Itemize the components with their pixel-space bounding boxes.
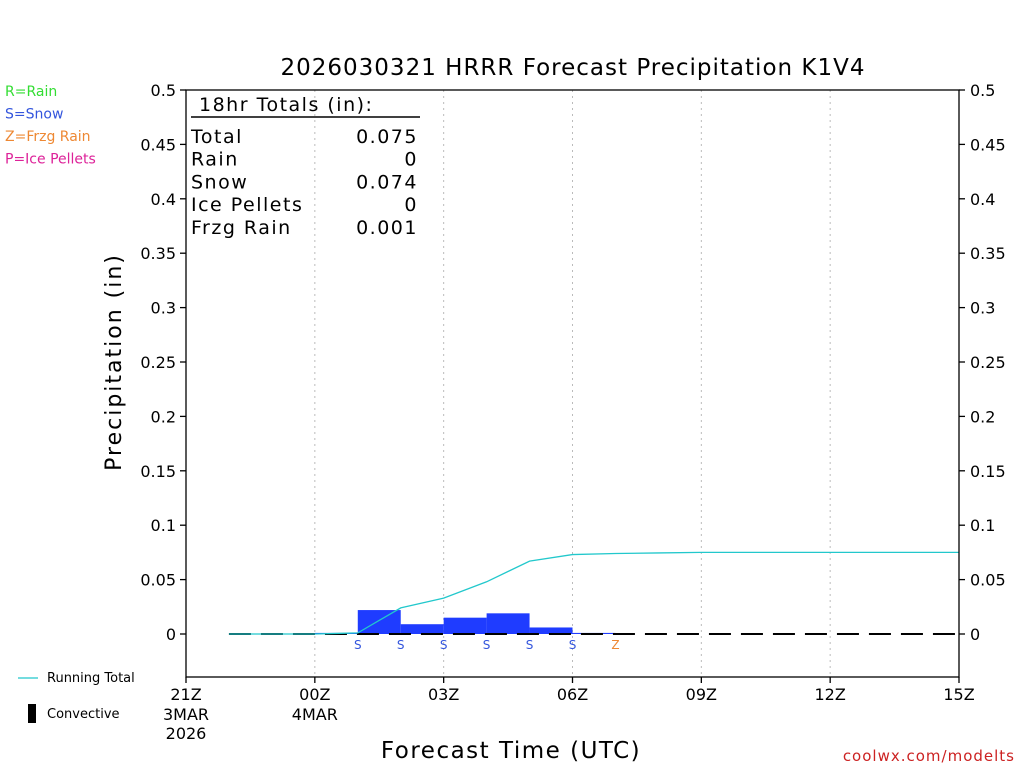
- ptype-marker: S: [397, 638, 405, 652]
- x-tick-label: 21Z: [170, 685, 201, 704]
- x-axis-label: Forecast Time (UTC): [381, 738, 641, 764]
- y-tick-label-right: 0.1: [970, 516, 995, 535]
- y-tick-label-left: 0.05: [140, 571, 176, 590]
- ptype-legend: R=Rain S=Snow Z=Frzg Rain P=Ice Pellets: [5, 84, 96, 168]
- ptype-legend-item: S=Snow: [5, 107, 63, 123]
- y-tick-label-left: 0: [166, 625, 176, 644]
- ptype-legend-item: R=Rain: [5, 84, 57, 100]
- precip-chart: 2026030321 HRRR Forecast Precipitation K…: [0, 0, 1024, 768]
- precip-bars: [315, 610, 616, 634]
- totals-row-value: 0.074: [356, 171, 418, 193]
- y-tick-label-right: 0.5: [970, 81, 995, 100]
- totals-row-label: Snow: [191, 171, 248, 193]
- x-tick-label: 12Z: [815, 685, 846, 704]
- y-tick-label-left: 0.5: [151, 81, 176, 100]
- y-tick-label-right: 0.2: [970, 407, 995, 426]
- y-tick-label-right: 0.25: [970, 353, 1006, 372]
- x-tick-label: 15Z: [943, 685, 974, 704]
- x-tick-label: 00Z: [299, 685, 330, 704]
- y-tick-label-right: 0.45: [970, 135, 1006, 154]
- y-tick-label-left: 0.35: [140, 244, 176, 263]
- totals-box: 18hr Totals (in): Total 0.075 Rain 0 Snow 0.0…: [190, 94, 420, 239]
- ptype-marker: S: [569, 638, 577, 652]
- x-tick-label: 09Z: [686, 685, 717, 704]
- x-tick-label: 03Z: [428, 685, 459, 704]
- y-tick-label-right: 0: [970, 625, 980, 644]
- y-tick-label-left: 0.15: [140, 462, 176, 481]
- y-tick-label-right: 0.3: [970, 299, 995, 318]
- y-tick-label-left: 0.25: [140, 353, 176, 372]
- totals-row-value: 0.075: [356, 126, 418, 148]
- precip-bar: [487, 613, 530, 634]
- convective-legend-label: Convective: [47, 707, 120, 722]
- y-tick-label-right: 0.35: [970, 244, 1006, 263]
- y-tick-label-left: 0.45: [140, 135, 176, 154]
- y-tick-label-right: 0.15: [970, 462, 1006, 481]
- totals-row-label: Rain: [191, 149, 239, 171]
- ptype-marker: S: [440, 638, 448, 652]
- ptype-legend-item: Z=Frzg Rain: [5, 129, 91, 145]
- chart-title: 2026030321 HRRR Forecast Precipitation K…: [281, 55, 866, 81]
- precip-bar: [358, 610, 401, 634]
- series-legend: Running Total Convective: [18, 671, 135, 723]
- x-tick-sublabel: 4MAR: [292, 705, 338, 724]
- x-tick-sublabel: 3MAR: [163, 705, 209, 724]
- totals-row-value: 0: [404, 194, 418, 216]
- source-credit: coolwx.com/modelts: [843, 747, 1015, 765]
- y-axis-label: Precipitation (in): [102, 253, 127, 471]
- ptype-marker: S: [354, 638, 362, 652]
- totals-row-label: Frzg Rain: [191, 217, 292, 239]
- y-tick-label-left: 0.1: [151, 516, 176, 535]
- convective-legend-swatch: [28, 704, 36, 723]
- y-tick-label-left: 0.2: [151, 407, 176, 426]
- running-total-legend-label: Running Total: [47, 671, 135, 686]
- y-tick-label-left: 0.3: [151, 299, 176, 318]
- ptype-marker: Z: [611, 638, 619, 652]
- precip-bar: [444, 618, 487, 634]
- ptype-marker: S: [526, 638, 534, 652]
- totals-row-label: Ice Pellets: [191, 194, 303, 216]
- totals-row-value: 0: [404, 149, 418, 171]
- precip-bar: [401, 624, 444, 634]
- y-tick-label-left: 0.4: [151, 190, 176, 209]
- y-tick-label-right: 0.4: [970, 190, 995, 209]
- x-tick-label: 06Z: [557, 685, 588, 704]
- ptype-legend-item: P=Ice Pellets: [5, 152, 96, 168]
- totals-header: 18hr Totals (in):: [199, 94, 373, 116]
- x-tick-sublabel: 2026: [166, 724, 207, 743]
- y-tick-label-right: 0.05: [970, 571, 1006, 590]
- ptype-marker: S: [483, 638, 491, 652]
- running-total-line: [229, 552, 959, 634]
- totals-row-label: Total: [190, 126, 243, 148]
- totals-row-value: 0.001: [356, 217, 418, 239]
